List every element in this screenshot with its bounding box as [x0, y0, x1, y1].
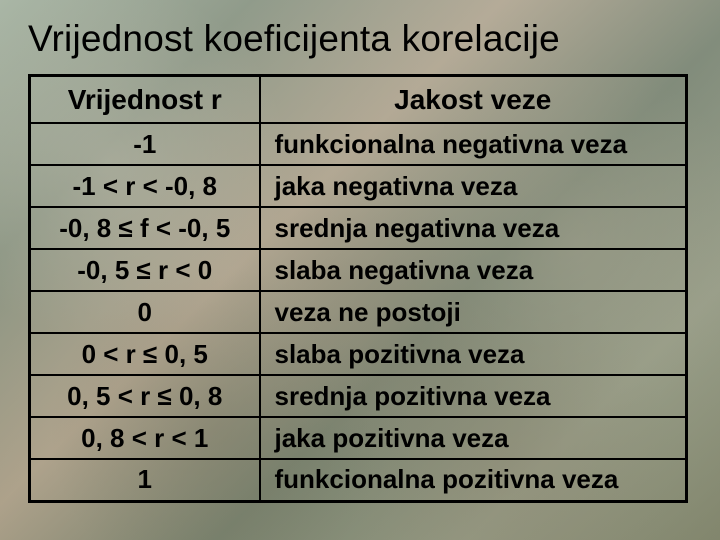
cell-r: -0, 5 ≤ r < 0: [30, 249, 260, 291]
cell-r: -1 < r < -0, 8: [30, 165, 260, 207]
table-row: 0 < r ≤ 0, 5 slaba pozitivna veza: [30, 333, 687, 375]
table-row: -0, 5 ≤ r < 0 slaba negativna veza: [30, 249, 687, 291]
table-header-row: Vrijednost r Jakost veze: [30, 76, 687, 124]
table-row: 0, 5 < r ≤ 0, 8 srednja pozitivna veza: [30, 375, 687, 417]
cell-j: srednja negativna veza: [260, 207, 687, 249]
cell-r: -1: [30, 123, 260, 165]
table-row: -1 < r < -0, 8 jaka negativna veza: [30, 165, 687, 207]
cell-r: -0, 8 ≤ f < -0, 5: [30, 207, 260, 249]
page-title: Vrijednost koeficijenta korelacije: [28, 18, 692, 60]
table-row: 1 funkcionalna pozitivna veza: [30, 459, 687, 501]
cell-j: jaka negativna veza: [260, 165, 687, 207]
correlation-table: Vrijednost r Jakost veze -1 funkcionalna…: [28, 74, 688, 503]
cell-j: jaka pozitivna veza: [260, 417, 687, 459]
slide-content: Vrijednost koeficijenta korelacije Vrije…: [0, 0, 720, 503]
cell-j: veza ne postoji: [260, 291, 687, 333]
table-row: -1 funkcionalna negativna veza: [30, 123, 687, 165]
cell-j: slaba negativna veza: [260, 249, 687, 291]
cell-j: funkcionalna pozitivna veza: [260, 459, 687, 501]
header-vrijednost-r: Vrijednost r: [30, 76, 260, 124]
cell-j: funkcionalna negativna veza: [260, 123, 687, 165]
cell-r: 1: [30, 459, 260, 501]
table-row: 0, 8 < r < 1 jaka pozitivna veza: [30, 417, 687, 459]
cell-r: 0 < r ≤ 0, 5: [30, 333, 260, 375]
cell-j: srednja pozitivna veza: [260, 375, 687, 417]
header-jakost-veze: Jakost veze: [260, 76, 687, 124]
cell-r: 0, 8 < r < 1: [30, 417, 260, 459]
cell-j: slaba pozitivna veza: [260, 333, 687, 375]
table-row: -0, 8 ≤ f < -0, 5 srednja negativna veza: [30, 207, 687, 249]
cell-r: 0: [30, 291, 260, 333]
table-row: 0 veza ne postoji: [30, 291, 687, 333]
cell-r: 0, 5 < r ≤ 0, 8: [30, 375, 260, 417]
